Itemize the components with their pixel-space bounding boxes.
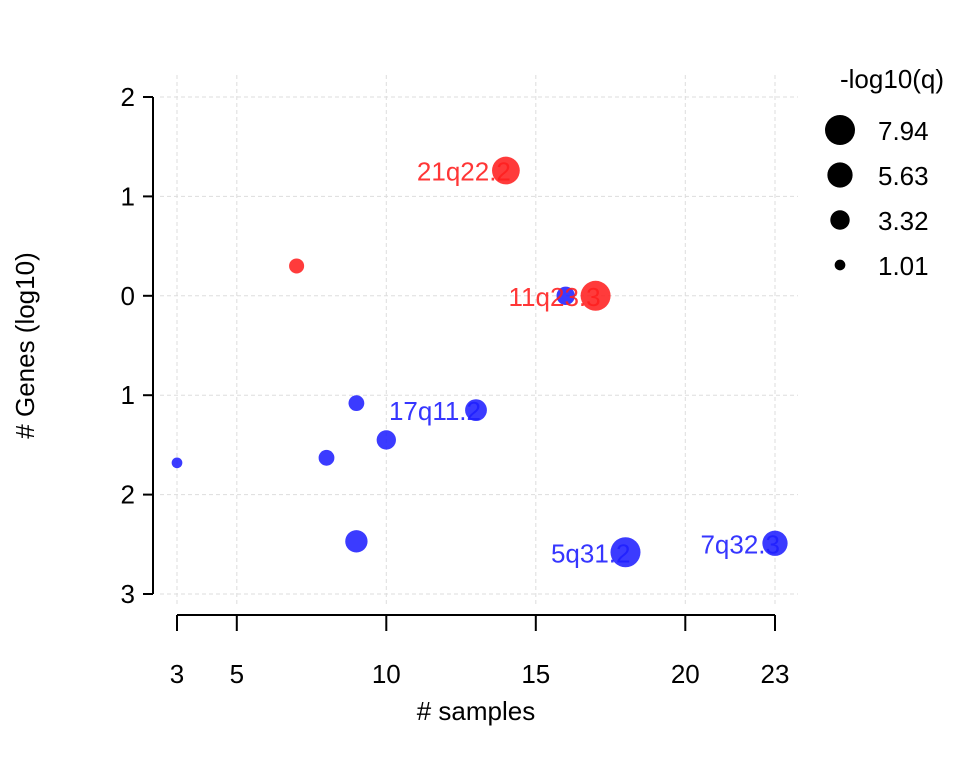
y-tick-label: 3 xyxy=(121,579,135,609)
data-point-amplification xyxy=(289,258,305,274)
legend-size-marker xyxy=(834,259,846,271)
data-point-deletion xyxy=(376,430,396,450)
point-label: 5q31.2 xyxy=(551,538,631,568)
x-tick-label: 20 xyxy=(671,659,700,689)
data-points xyxy=(171,156,788,568)
data-point-deletion xyxy=(465,399,487,422)
legend-entry-label: 7.94 xyxy=(878,116,929,146)
legend-size-marker xyxy=(825,115,855,145)
y-tick-label: 0 xyxy=(121,281,135,311)
y-tick-label: 2 xyxy=(121,480,135,510)
x-tick-label: 3 xyxy=(170,659,184,689)
data-point-amplification xyxy=(580,280,611,311)
point-label: 7q32.3 xyxy=(700,529,780,559)
y-tick-label: 2 xyxy=(121,82,135,112)
data-point-deletion xyxy=(762,530,788,556)
point-label: 17q11.2 xyxy=(389,396,481,426)
legend-entry-label: 3.32 xyxy=(878,206,929,236)
grid xyxy=(160,75,798,605)
data-point-deletion xyxy=(318,449,335,466)
data-point-deletion xyxy=(348,395,365,412)
data-point-amplification xyxy=(492,156,520,185)
legend-entry-label: 1.01 xyxy=(878,251,929,281)
x-tick-label: 15 xyxy=(521,659,550,689)
x-tick-label: 5 xyxy=(230,659,244,689)
point-label: 21q22.2 xyxy=(417,157,511,187)
data-point-deletion xyxy=(171,457,183,469)
y-axis-title: # Genes (log10) xyxy=(10,252,40,438)
point-labels: 21q22.2 11q23.3 17q11.2 5q31.2 7q32.3 xyxy=(389,157,780,569)
legend-size-marker xyxy=(830,210,850,230)
legend-size-marker xyxy=(827,162,853,188)
data-point-deletion xyxy=(556,286,575,306)
y-tick-label: 1 xyxy=(121,380,135,410)
x-axis-title: # samples xyxy=(417,696,536,726)
data-point-deletion xyxy=(345,530,368,553)
legend-title: -log10(q) xyxy=(840,64,944,94)
x-tick-label: 23 xyxy=(761,659,790,689)
legend-entry-label: 5.63 xyxy=(878,161,929,191)
data-point-deletion xyxy=(610,537,641,568)
legend: -log10(q) 7.94 5.63 3.32 1.01 xyxy=(825,64,944,281)
x-tick-label: 10 xyxy=(372,659,401,689)
point-label: 11q23.3 xyxy=(509,282,601,312)
y-tick-label: 1 xyxy=(121,181,135,211)
